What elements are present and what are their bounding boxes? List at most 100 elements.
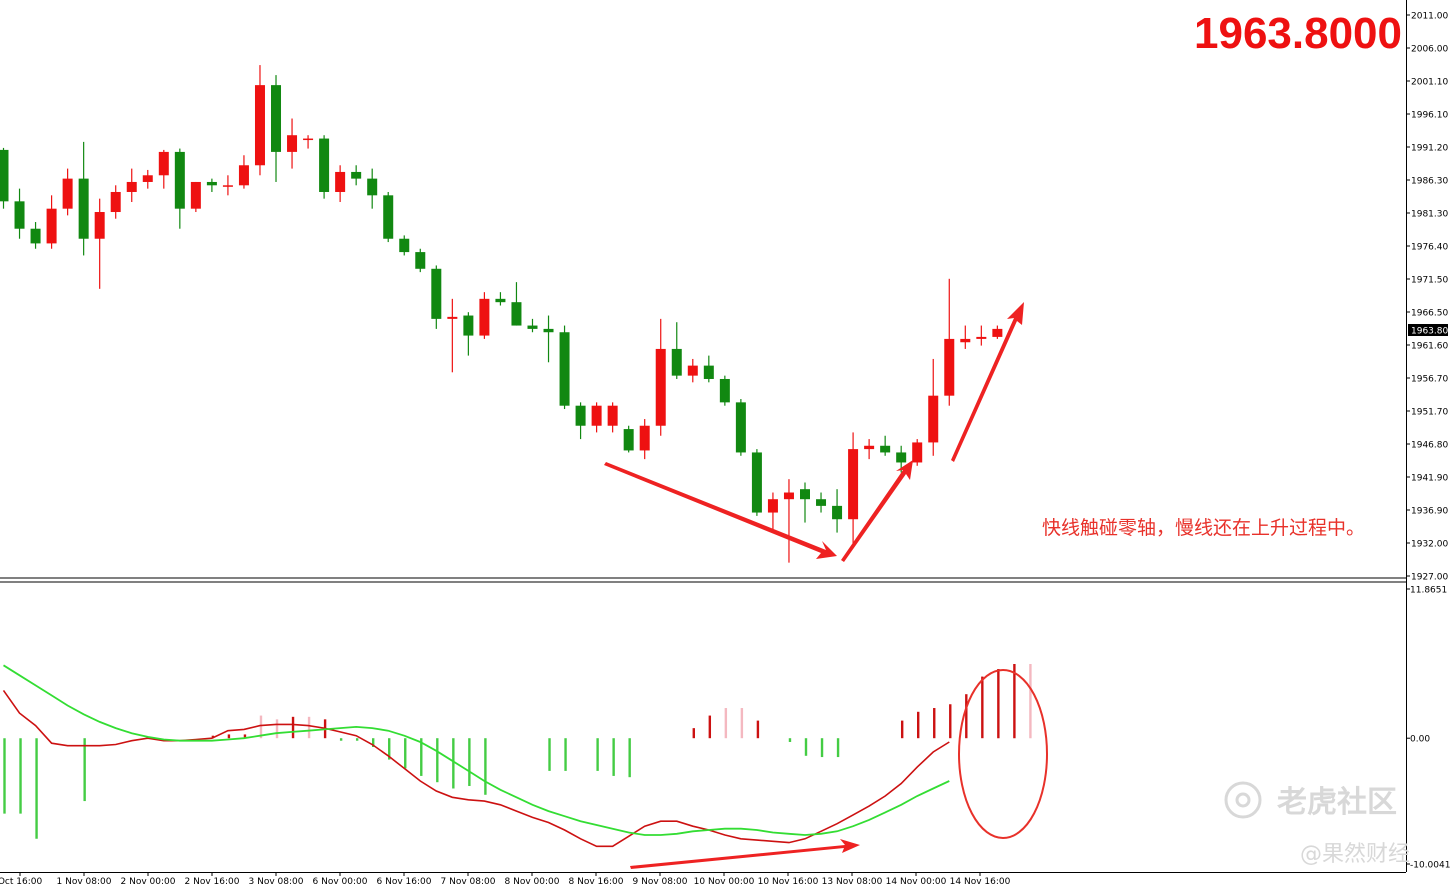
- price-tick-label: 1936.90: [1411, 507, 1448, 517]
- price-tick-label: 2001.10: [1411, 78, 1448, 88]
- macd-tick-label: 11.8651: [1410, 586, 1447, 596]
- candle-body: [912, 442, 923, 463]
- candle-body: [671, 348, 682, 376]
- candle-body: [94, 212, 105, 239]
- candle-body: [896, 452, 907, 463]
- candle-body: [158, 151, 169, 176]
- candle-body: [880, 445, 891, 453]
- candle-body: [351, 171, 362, 179]
- candle-body: [687, 365, 698, 376]
- price-tick-label: 1981.30: [1411, 210, 1448, 220]
- candle-body: [543, 328, 554, 333]
- candle-body: [303, 138, 314, 141]
- candle-body: [78, 178, 89, 239]
- candle-body: [367, 178, 378, 196]
- candle-body: [864, 445, 875, 450]
- candle-body: [271, 85, 282, 152]
- current-price-marker: [1408, 324, 1448, 336]
- time-tick-label: 7 Nov 08:00: [441, 877, 496, 886]
- candle-body: [607, 405, 618, 426]
- candle-body: [190, 181, 201, 209]
- price-tick-label: 1991.20: [1411, 144, 1448, 154]
- candle-body: [431, 268, 442, 319]
- candle-body: [62, 178, 73, 209]
- time-tick-label: 6 Nov 16:00: [377, 877, 432, 886]
- time-tick-label: 1 Nov 08:00: [57, 877, 112, 886]
- price-axis: 2011.00 2006.00 2001.10 1996.10 1991.20 1986.…: [1406, 12, 1448, 583]
- arrow-down-trend: [604, 462, 837, 559]
- candle-body: [559, 332, 570, 406]
- time-tick-label: 6 Nov 00:00: [313, 877, 368, 886]
- annotation-arrows: [604, 302, 1048, 869]
- candle-body: [527, 325, 538, 329]
- watermark: 老虎社区 @果然财经: [1224, 781, 1410, 867]
- time-tick-label: 8 Nov 00:00: [505, 877, 560, 886]
- candle-body: [238, 165, 249, 186]
- candle-body: [126, 181, 137, 192]
- candle-body: [495, 298, 506, 303]
- candle-body: [399, 238, 410, 253]
- annotation-text: 快线触碰零轴，慢线还在上升过程中。: [1042, 517, 1365, 539]
- price-tick-label: 1996.10: [1411, 111, 1448, 121]
- price-tick-label: 2011.00: [1411, 12, 1448, 22]
- price-tick-label: 1927.00: [1411, 573, 1448, 583]
- candle-body: [206, 181, 217, 186]
- candle-body: [335, 171, 346, 192]
- candle-body: [735, 402, 746, 453]
- candle-body: [719, 378, 730, 403]
- time-tick-label: 2 Nov 00:00: [121, 877, 176, 886]
- price-tick-label: 1932.00: [1411, 540, 1448, 550]
- candle-body: [639, 425, 650, 451]
- macd-histogram: [3, 664, 1032, 839]
- time-tick-label: 3 Nov 08:00: [249, 877, 304, 886]
- price-tick-label: 2006.00: [1411, 45, 1448, 55]
- candle-body: [479, 298, 490, 336]
- time-tick-label: 14 Nov 16:00: [950, 877, 1011, 886]
- candle-body: [800, 489, 810, 500]
- tiger-logo-inner-icon: [1235, 792, 1251, 808]
- current-price-label: 1963.80: [1411, 327, 1448, 337]
- candle-body: [816, 499, 827, 506]
- macd-tick-label: -10.0041: [1410, 861, 1450, 871]
- candle-body: [383, 195, 394, 239]
- candle-body: [832, 505, 843, 520]
- candle-body: [110, 191, 121, 213]
- time-tick-label: 9 Nov 08:00: [633, 877, 688, 886]
- candle-body: [767, 499, 778, 513]
- candle-body: [319, 138, 330, 192]
- price-tick-label: 1956.70: [1411, 375, 1448, 385]
- candle-body: [783, 492, 794, 500]
- price-tick-label: 1976.40: [1411, 243, 1448, 253]
- price-tick-label: 1961.60: [1411, 342, 1448, 352]
- candle-body: [623, 429, 634, 451]
- price-tick-label: 1951.70: [1411, 408, 1448, 418]
- candle-body: [254, 85, 265, 166]
- time-tick-label: 8 Nov 16:00: [569, 877, 624, 886]
- price-tick-label: 1971.50: [1411, 276, 1448, 286]
- candle-body: [655, 348, 666, 426]
- candle-body: [976, 336, 987, 339]
- candle-body: [928, 395, 939, 443]
- time-axis: Oct 16:00 1 Nov 08:00 2 Nov 00:00 2 Nov 16:…: [0, 872, 1011, 886]
- macd-axis: 11.8651 0.00 -10.0041: [1406, 586, 1450, 871]
- price-tick-label: 1986.30: [1411, 177, 1448, 187]
- candle-body: [848, 449, 859, 520]
- candle-body: [46, 208, 57, 244]
- candle-body: [30, 228, 41, 244]
- candle-body: [14, 201, 25, 229]
- candle-body: [142, 175, 153, 182]
- arrow-uptrend: [951, 302, 1024, 462]
- highlight-circle: [958, 669, 1048, 839]
- candle-body: [511, 302, 522, 326]
- time-tick-label: 14 Nov 00:00: [886, 877, 947, 886]
- current-price-header: 1963.8000: [1194, 9, 1402, 58]
- time-tick-label: 10 Nov 00:00: [694, 877, 755, 886]
- candle-body: [415, 252, 426, 269]
- candle-body: [751, 452, 762, 513]
- watermark-author: @果然财经: [1300, 842, 1410, 867]
- macd-fast-line: [2, 689, 950, 848]
- candle-body: [222, 185, 233, 187]
- arrow-macd-divergence: [630, 839, 860, 869]
- candle-body: [591, 405, 602, 426]
- time-tick-label: 2 Nov 16:00: [185, 877, 240, 886]
